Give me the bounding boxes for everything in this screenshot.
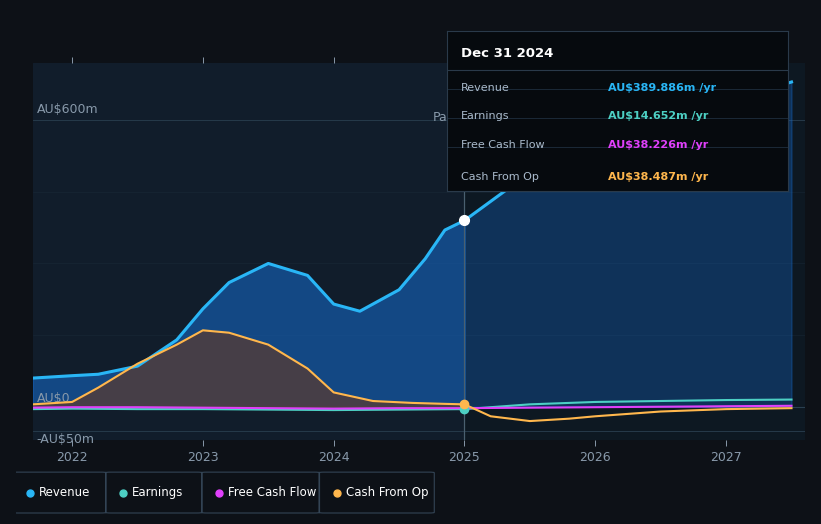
Text: AU$600m: AU$600m xyxy=(37,103,99,116)
Text: Revenue: Revenue xyxy=(39,486,90,499)
Text: Earnings: Earnings xyxy=(132,486,184,499)
Text: Free Cash Flow: Free Cash Flow xyxy=(228,486,317,499)
Text: AU$14.652m /yr: AU$14.652m /yr xyxy=(608,112,708,122)
Text: Earnings: Earnings xyxy=(461,112,510,122)
Text: AU$38.226m /yr: AU$38.226m /yr xyxy=(608,140,708,150)
Text: AU$38.487m /yr: AU$38.487m /yr xyxy=(608,172,708,182)
Bar xyxy=(465,63,805,440)
Text: AU$0: AU$0 xyxy=(37,392,71,405)
Text: Dec 31 2024: Dec 31 2024 xyxy=(461,48,553,60)
Text: AU$389.886m /yr: AU$389.886m /yr xyxy=(608,83,716,93)
Text: Free Cash Flow: Free Cash Flow xyxy=(461,140,544,150)
Text: Cash From Op: Cash From Op xyxy=(461,172,539,182)
Text: Cash From Op: Cash From Op xyxy=(346,486,429,499)
Text: Past: Past xyxy=(433,111,459,124)
Text: Analysts Forecasts: Analysts Forecasts xyxy=(470,111,586,124)
Text: Revenue: Revenue xyxy=(461,83,510,93)
Bar xyxy=(33,63,465,440)
Text: -AU$50m: -AU$50m xyxy=(37,432,94,445)
